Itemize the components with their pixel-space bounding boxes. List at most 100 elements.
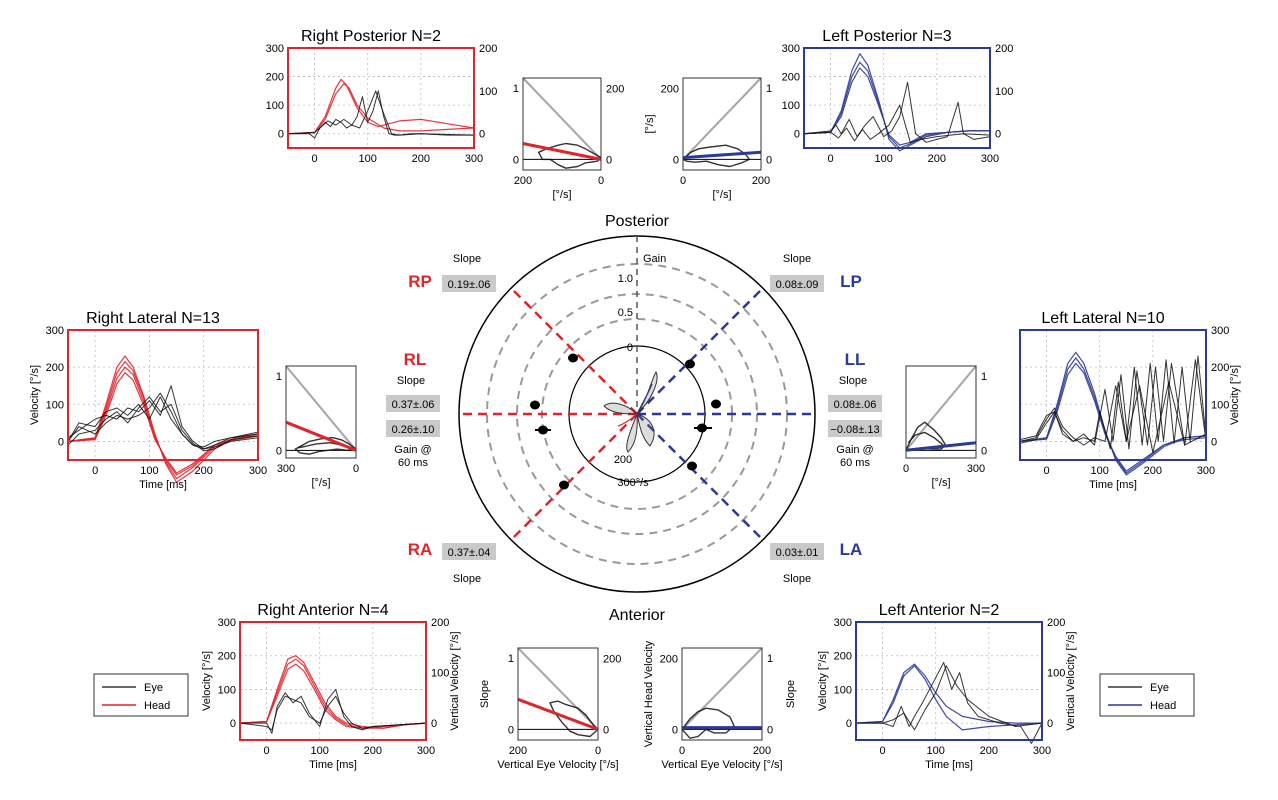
slope-caption: Slope	[453, 573, 481, 585]
series-eye-line	[803, 81, 991, 143]
y-tick-label: 0	[794, 129, 800, 141]
canal-label-rl: RL	[404, 350, 427, 369]
panel-title: Right Anterior N=4	[257, 602, 388, 619]
plot-frame	[682, 77, 762, 171]
series-fit-line	[682, 150, 762, 160]
y2-tick-label: 100	[1211, 399, 1229, 411]
gain60-caption: 60 ms	[398, 457, 428, 469]
y-tick-label: 200	[834, 651, 852, 663]
legend-box	[1099, 673, 1195, 717]
gain-tick: 1.0	[618, 273, 633, 285]
plot-frame	[1019, 329, 1207, 461]
x-tick-label: 0	[880, 745, 886, 757]
velocity-tick: 200	[614, 454, 632, 466]
slope-badge	[442, 543, 496, 560]
x-tick-label: 0	[679, 745, 685, 757]
y2-tick-label: 200	[479, 43, 497, 55]
x-tick-label: 0	[92, 465, 98, 477]
x-tick-label: 200	[514, 175, 532, 187]
polar-plot	[458, 235, 816, 593]
y2-tick-label: 0	[606, 154, 612, 166]
y2-tick-label: 100	[431, 668, 449, 680]
gain-point	[687, 461, 697, 471]
y2-tick-label: 0	[766, 154, 772, 166]
series-head-line	[239, 658, 427, 729]
series-unity-line	[681, 647, 763, 731]
x-tick-label: 200	[195, 465, 213, 477]
canal-axis-la	[636, 413, 764, 541]
velocity-loop-left	[636, 383, 653, 415]
slope-value: 0.19±.06	[448, 279, 491, 291]
canal-label-la: LA	[840, 540, 863, 559]
velocity-loop	[626, 413, 638, 453]
y-tick-label: 0	[276, 445, 282, 457]
x-axis-label: Vertical Eye Velocity [°/s]	[661, 759, 782, 771]
x-tick-label: 0	[598, 175, 604, 187]
y-tick-label: 100	[218, 684, 236, 696]
series-eye-line	[67, 385, 259, 450]
slope-value: 0.08±.06	[834, 399, 877, 411]
y-tick-label: 100	[266, 100, 284, 112]
x-tick-label: 100	[140, 465, 158, 477]
y-tick-label: 300	[218, 617, 236, 629]
plot-frame	[517, 647, 599, 741]
series-unity-line	[517, 647, 599, 731]
y-tick-label: 0	[846, 718, 852, 730]
y-axis-label: Velocity [°/s]	[201, 651, 213, 711]
x-tick-label: 200	[980, 745, 998, 757]
y-tick-label: 1	[508, 653, 514, 665]
series-eye-line	[537, 142, 602, 169]
y-axis-label: Vertical Head Velocity	[643, 640, 655, 747]
x-tick-label: 300	[981, 153, 999, 165]
chart-panel-5	[855, 621, 1043, 744]
series-eye-line	[907, 431, 944, 446]
series-unity-line	[905, 365, 977, 451]
series-fit-line	[905, 441, 977, 452]
x-axis-label: Time [ms]	[309, 759, 357, 771]
y2-tick-label: 200	[995, 43, 1013, 55]
slope-badge	[770, 543, 824, 560]
gain60-caption: Gain @	[394, 444, 431, 456]
x-tick-label: 100	[359, 153, 377, 165]
velocity-tick: 300°/s	[617, 477, 649, 489]
panel-title: Left Posterior N=3	[822, 28, 952, 45]
series-eye-line	[682, 144, 750, 168]
gain-axis-title: Gain	[643, 253, 666, 265]
y-tick-label: 200	[46, 362, 64, 374]
y2-tick-label: 0	[981, 445, 987, 457]
y2-tick-label: 200	[606, 84, 624, 96]
y2-tick-label: 0	[1211, 436, 1217, 448]
series-eye-line	[856, 665, 1043, 731]
y2-tick-label: 0	[1047, 718, 1053, 730]
x-tick-label: 100	[875, 153, 893, 165]
y-axis-label: [°/s]	[644, 114, 656, 133]
velocity-loop	[603, 402, 638, 415]
series-eye-line	[239, 695, 427, 731]
y2-tick-label: 0	[767, 724, 773, 736]
panel-title: Right Posterior N=2	[301, 28, 441, 45]
series-head-line	[67, 361, 259, 480]
velocity-loop	[636, 413, 655, 447]
gain60-badge	[828, 420, 882, 437]
plot-frame	[239, 621, 427, 741]
series-head-line	[287, 83, 475, 135]
legend-label-head: Head	[1150, 700, 1176, 712]
y2-tick-label: 100	[1047, 668, 1065, 680]
series-eye-line	[681, 707, 735, 739]
x-tick-label: 200	[928, 153, 946, 165]
x-tick-label: 100	[927, 745, 945, 757]
chart-panel-7	[682, 77, 762, 171]
plot-frame	[67, 329, 259, 461]
x-tick-label: 300	[1033, 745, 1051, 757]
series-head-line	[803, 61, 990, 149]
chart-panel-3	[1019, 329, 1207, 476]
y-tick-label: 0	[508, 724, 514, 736]
y2-tick-label: 200	[1211, 362, 1229, 374]
chart-panel-6	[522, 77, 602, 171]
chart-panel-10	[517, 647, 599, 741]
y2-axis-label: Velocity [°/s]	[1229, 365, 1241, 425]
y-tick-label: 0	[513, 154, 519, 166]
series-head-line	[239, 663, 427, 729]
x-axis-label: Time [ms]	[1089, 479, 1137, 491]
